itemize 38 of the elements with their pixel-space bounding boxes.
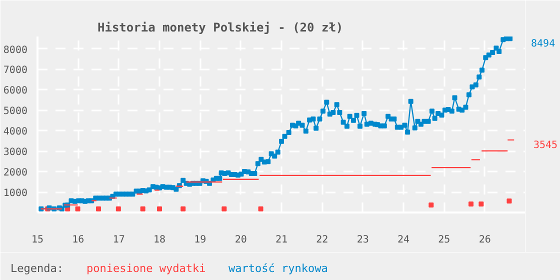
point [468, 201, 474, 206]
x-tick-label: 26 [478, 234, 491, 246]
x-tick-label: 17 [112, 234, 125, 246]
y-tick-label: 2000 [3, 168, 28, 179]
x-tick-label: 18 [153, 234, 166, 246]
point [258, 206, 264, 212]
annotation: 8494 [531, 38, 556, 50]
x-tick-label: 24 [397, 234, 410, 246]
y-tick-label: 7000 [3, 65, 28, 76]
point [180, 206, 186, 212]
text: wartość rynkowa [228, 262, 328, 275]
y-tick-label: 6000 [3, 86, 28, 97]
chart-title: Historia monety Polskiej - (20 zł) [98, 20, 344, 34]
x-tick-label: 20 [234, 234, 247, 246]
y-tick-label: 5000 [3, 106, 28, 118]
y-tick-label: 4000 [3, 126, 28, 138]
annotation: 3545 [533, 140, 558, 151]
point [478, 201, 484, 206]
point [140, 206, 146, 212]
point [428, 202, 434, 208]
point [506, 198, 512, 204]
point [222, 206, 227, 212]
x-tick-label: 23 [356, 234, 369, 246]
text: poniesione wydatki [86, 262, 206, 275]
y-tick-label: 1000 [3, 188, 28, 200]
x-tick-label: 15 [31, 234, 44, 246]
x-tick-label: 16 [72, 234, 84, 246]
y-tick-label: 8000 [3, 44, 28, 56]
x-tick-label: 19 [194, 234, 206, 246]
point [157, 206, 162, 212]
point [75, 206, 80, 212]
point [116, 206, 121, 212]
x-tick-label: 21 [275, 234, 288, 246]
y-tick-label: 3000 [3, 147, 28, 158]
point [96, 206, 101, 212]
x-tick-label: 25 [438, 234, 450, 246]
x-tick-label: 22 [316, 234, 328, 246]
legend-title: Legenda: [10, 262, 64, 275]
